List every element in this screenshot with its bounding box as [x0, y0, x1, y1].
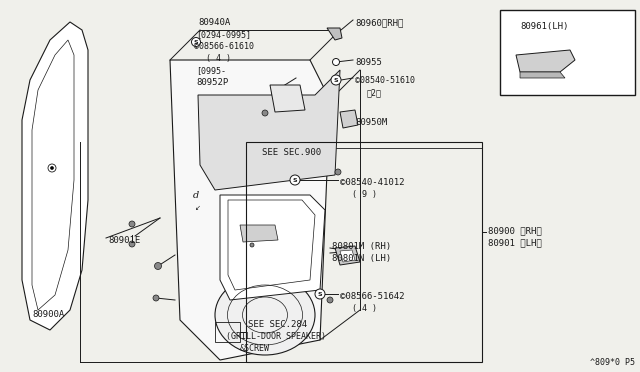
Text: S: S	[292, 177, 298, 183]
Polygon shape	[340, 110, 358, 128]
Polygon shape	[340, 250, 355, 262]
Circle shape	[529, 61, 531, 64]
Bar	[246, 142, 482, 362]
Polygon shape	[170, 60, 330, 360]
Polygon shape	[335, 246, 360, 265]
Text: ©08540-51610: ©08540-51610	[355, 76, 415, 85]
Text: 80900 〈RH〉: 80900 〈RH〉	[488, 226, 541, 235]
Polygon shape	[240, 225, 278, 242]
Text: ©08540-41012: ©08540-41012	[340, 178, 404, 187]
Text: SEE SEC.900: SEE SEC.900	[262, 148, 321, 157]
Polygon shape	[22, 22, 88, 330]
Circle shape	[191, 38, 200, 46]
Circle shape	[290, 175, 300, 185]
Circle shape	[51, 167, 54, 170]
Text: S: S	[333, 77, 339, 83]
Text: 80960〈RH〉: 80960〈RH〉	[355, 18, 403, 27]
Text: d: d	[193, 192, 199, 201]
Text: ↙: ↙	[195, 205, 201, 211]
Text: 80955: 80955	[355, 58, 382, 67]
Text: [0294-0995]: [0294-0995]	[196, 30, 251, 39]
Text: 80961(LH): 80961(LH)	[520, 22, 568, 31]
Circle shape	[559, 61, 561, 64]
Text: ( 4 ): ( 4 )	[206, 54, 231, 63]
Text: ©08566-51642: ©08566-51642	[340, 292, 404, 301]
Text: 80901 〈LH〉: 80901 〈LH〉	[488, 238, 541, 247]
Text: S: S	[194, 39, 198, 45]
Text: 〈2〉: 〈2〉	[367, 88, 382, 97]
Circle shape	[154, 263, 161, 269]
Text: 80952P: 80952P	[196, 78, 228, 87]
Text: 80940A: 80940A	[198, 18, 230, 27]
Circle shape	[335, 169, 341, 175]
Circle shape	[250, 243, 254, 247]
Text: &SCREW: &SCREW	[240, 344, 270, 353]
Polygon shape	[516, 50, 575, 72]
Text: (GRILL-DOOR SPEAKER): (GRILL-DOOR SPEAKER)	[226, 332, 326, 341]
Circle shape	[315, 289, 325, 299]
Text: ( 9 ): ( 9 )	[352, 190, 377, 199]
Ellipse shape	[215, 275, 315, 355]
Bar	[500, 10, 635, 95]
Circle shape	[327, 297, 333, 303]
Text: SEE SEC.284: SEE SEC.284	[248, 320, 307, 329]
Circle shape	[129, 221, 135, 227]
Polygon shape	[270, 85, 305, 112]
Polygon shape	[198, 70, 340, 190]
Circle shape	[333, 58, 339, 65]
Text: [0995-: [0995-	[196, 66, 226, 75]
Polygon shape	[327, 28, 342, 40]
Text: ^809*0 P5: ^809*0 P5	[590, 358, 635, 367]
Polygon shape	[220, 195, 325, 300]
Text: ©08566-61610: ©08566-61610	[194, 42, 254, 51]
Text: 80950M: 80950M	[355, 118, 387, 127]
Text: S: S	[317, 292, 323, 296]
Circle shape	[153, 295, 159, 301]
Circle shape	[129, 241, 135, 247]
Circle shape	[331, 75, 341, 85]
Circle shape	[262, 110, 268, 116]
Polygon shape	[520, 72, 565, 78]
Circle shape	[548, 61, 552, 64]
Text: ( 4 ): ( 4 )	[352, 304, 377, 313]
Text: 80801N (LH): 80801N (LH)	[332, 254, 391, 263]
Text: 80901E: 80901E	[108, 236, 140, 245]
Text: 80801M (RH): 80801M (RH)	[332, 242, 391, 251]
Text: 80900A: 80900A	[32, 310, 64, 319]
Circle shape	[538, 61, 541, 64]
